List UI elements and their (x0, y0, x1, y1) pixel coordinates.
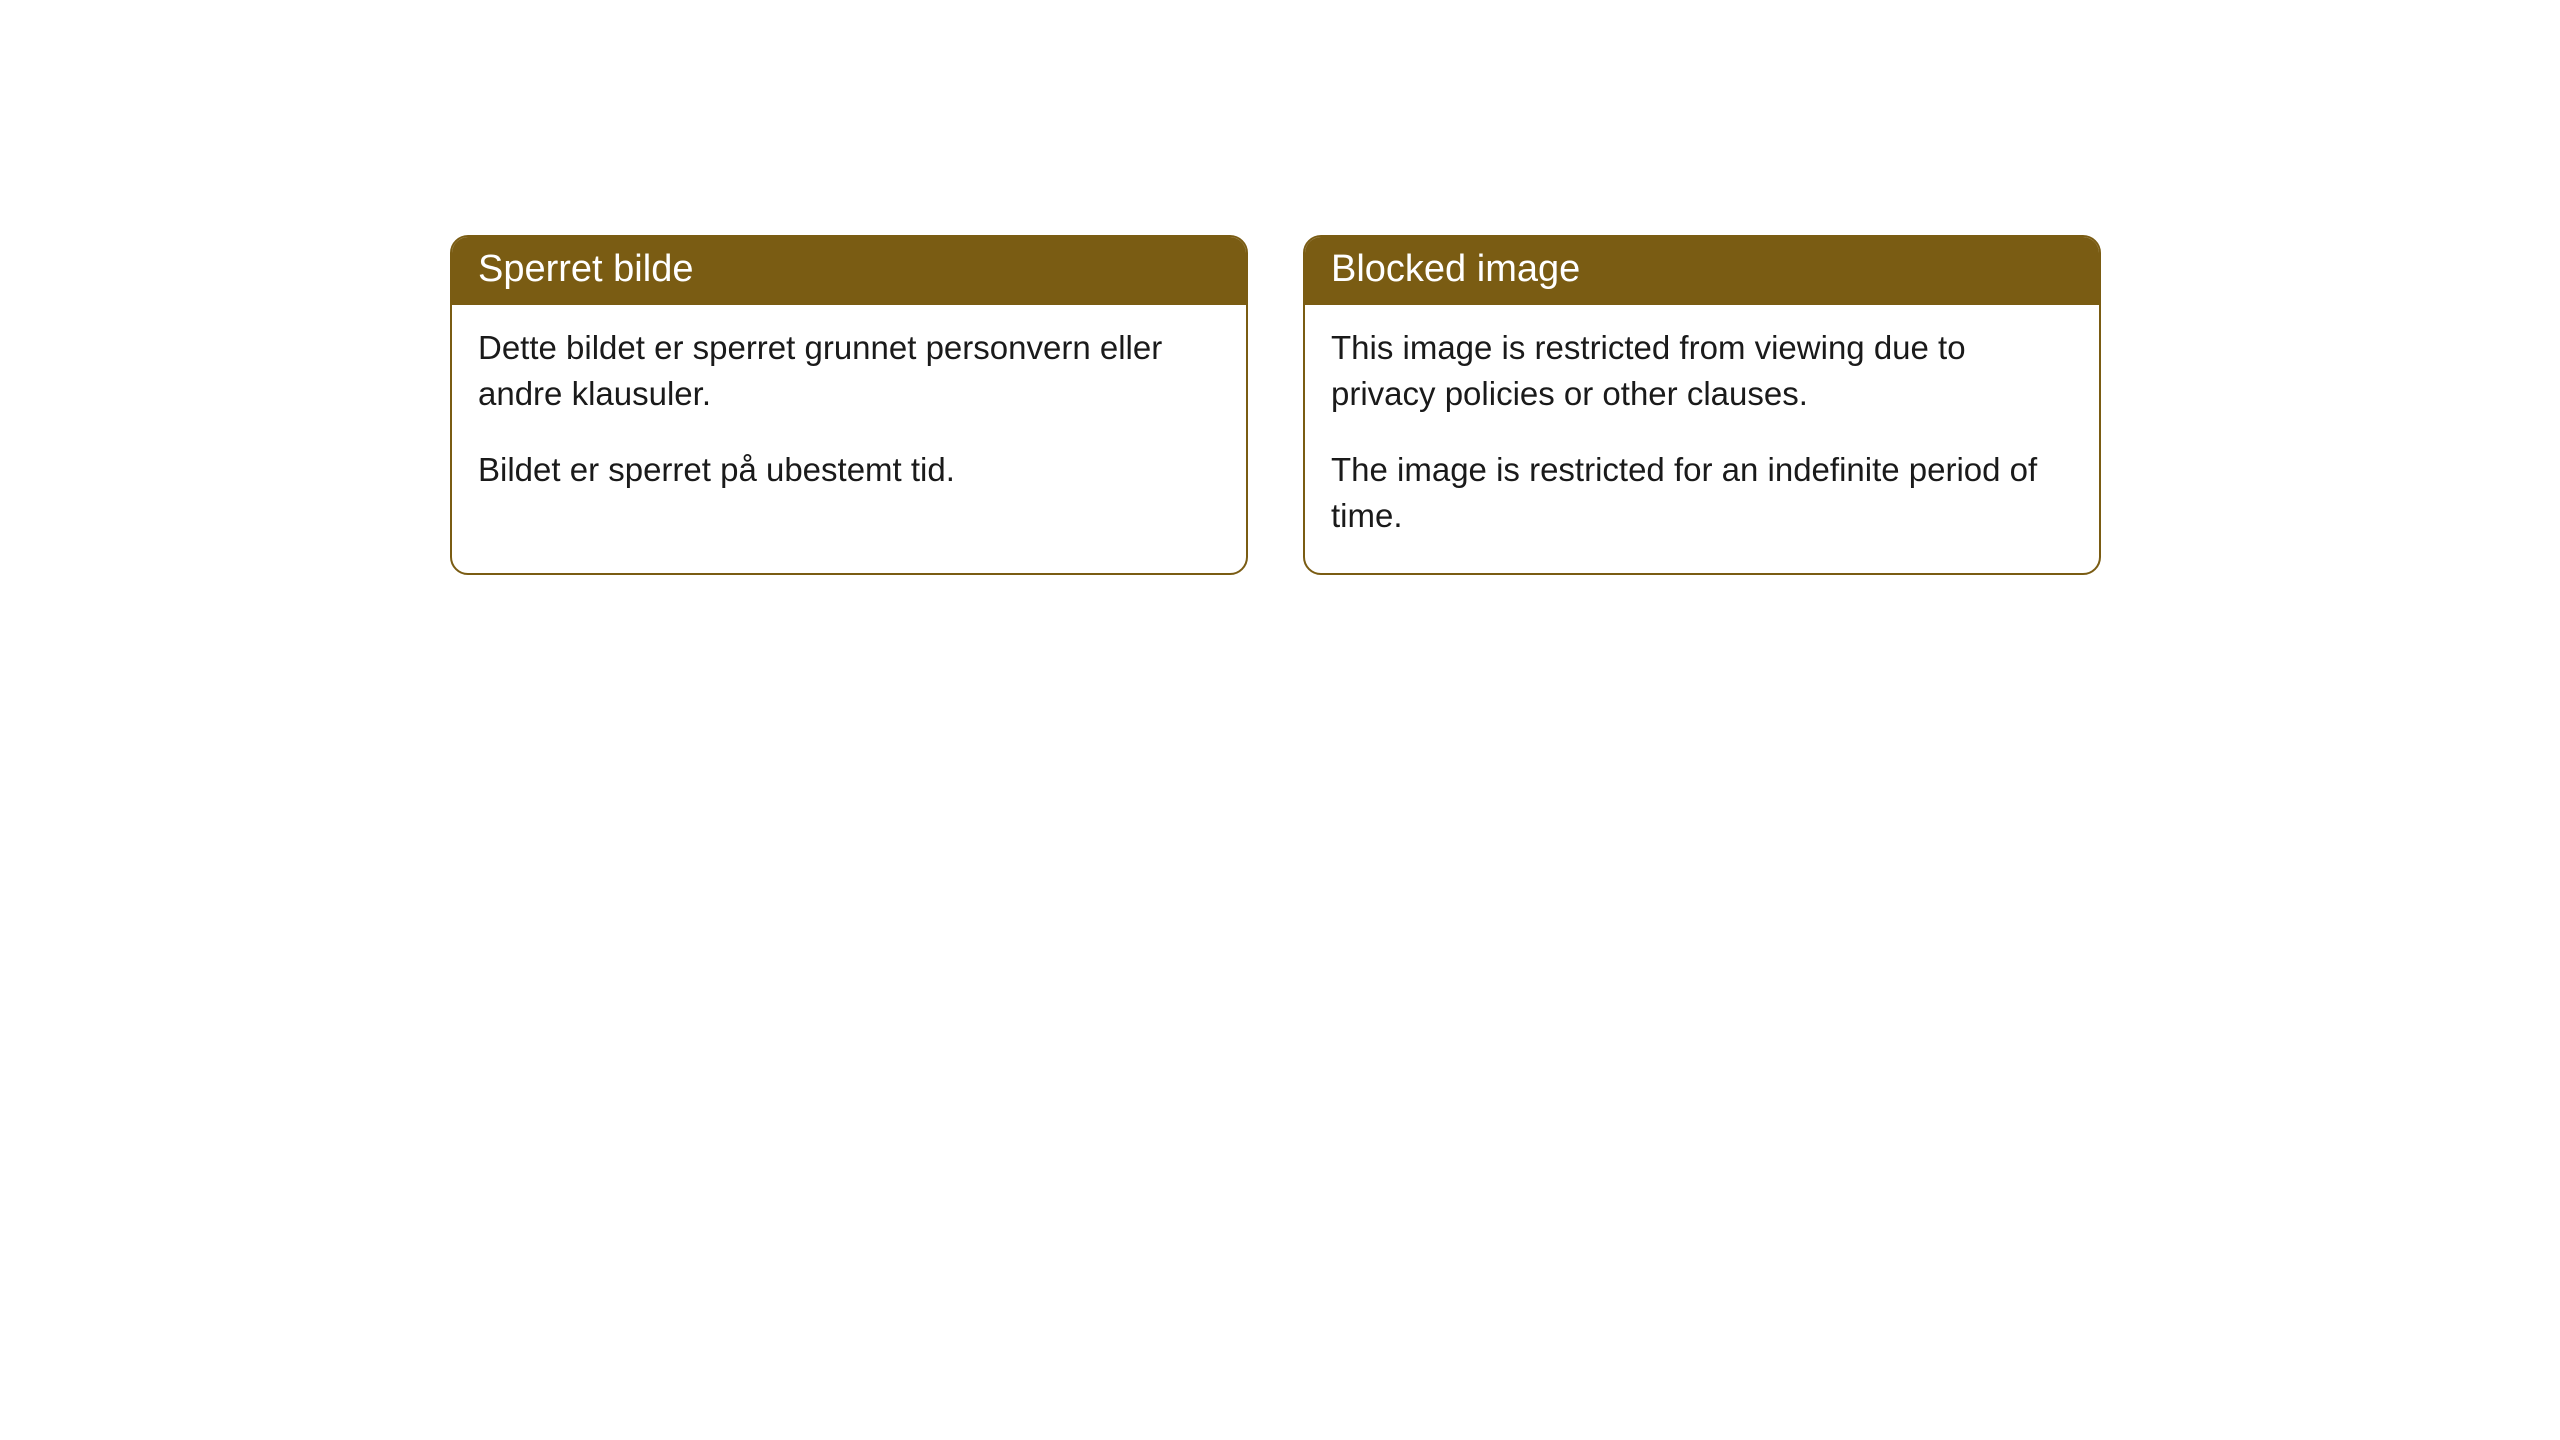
notice-card-norwegian: Sperret bilde Dette bildet er sperret gr… (450, 235, 1248, 575)
notice-cards-container: Sperret bilde Dette bildet er sperret gr… (450, 235, 2101, 575)
card-title: Sperret bilde (478, 248, 693, 290)
card-header: Sperret bilde (452, 237, 1246, 305)
notice-card-english: Blocked image This image is restricted f… (1303, 235, 2101, 575)
card-body: This image is restricted from viewing du… (1305, 305, 2099, 574)
card-paragraph: Bildet er sperret på ubestemt tid. (478, 447, 1220, 493)
card-title: Blocked image (1331, 248, 1580, 290)
card-paragraph: The image is restricted for an indefinit… (1331, 447, 2073, 539)
card-body: Dette bildet er sperret grunnet personve… (452, 305, 1246, 528)
card-header: Blocked image (1305, 237, 2099, 305)
card-paragraph: Dette bildet er sperret grunnet personve… (478, 325, 1220, 417)
card-paragraph: This image is restricted from viewing du… (1331, 325, 2073, 417)
